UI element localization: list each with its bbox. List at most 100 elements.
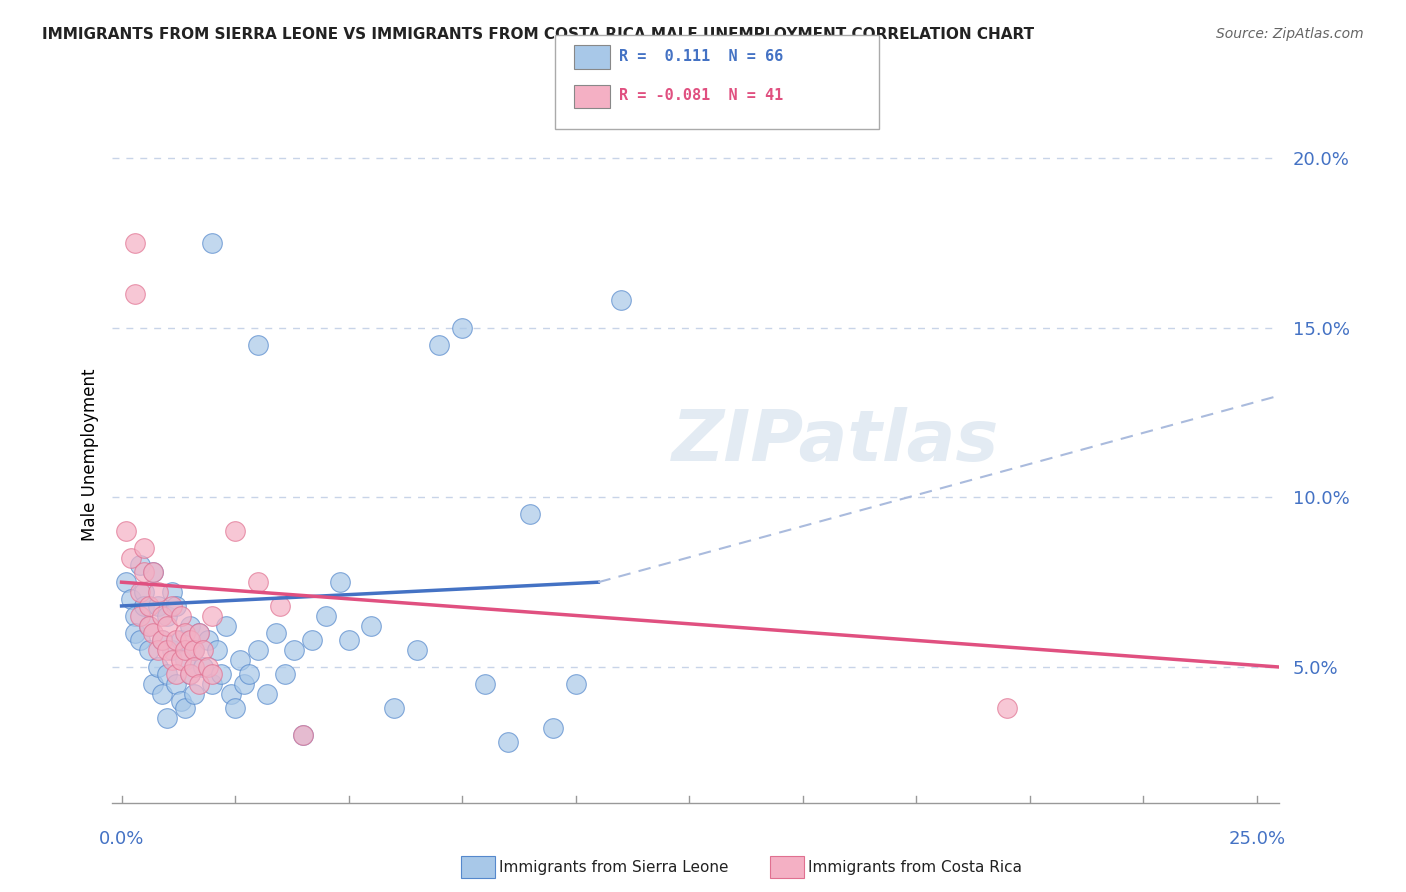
Point	[301, 632, 323, 647]
Point	[197, 632, 219, 647]
Point	[179, 632, 201, 647]
Point	[165, 632, 187, 647]
Point	[124, 609, 146, 624]
Point	[146, 599, 169, 613]
Point	[238, 666, 260, 681]
Point	[219, 687, 242, 701]
Point	[541, 721, 564, 735]
Point	[146, 660, 169, 674]
Point	[264, 626, 287, 640]
Point	[187, 626, 209, 640]
Point	[124, 286, 146, 301]
Point	[169, 609, 191, 624]
Point	[183, 643, 205, 657]
Point	[496, 735, 519, 749]
Point	[165, 599, 187, 613]
Point	[160, 599, 183, 613]
Point	[474, 677, 496, 691]
Point	[134, 585, 156, 599]
Point	[134, 565, 156, 579]
Point	[274, 666, 297, 681]
Point	[124, 626, 146, 640]
Point	[156, 609, 179, 624]
Point	[142, 565, 165, 579]
Point	[179, 619, 201, 633]
Point	[146, 643, 169, 657]
Point	[233, 677, 256, 691]
Point	[142, 626, 165, 640]
Point	[134, 599, 156, 613]
Point	[328, 575, 350, 590]
Point	[179, 666, 201, 681]
Point	[429, 337, 451, 351]
Point	[160, 585, 183, 599]
Point	[120, 592, 142, 607]
Point	[451, 320, 474, 334]
Point	[382, 700, 405, 714]
Point	[610, 293, 633, 308]
Point	[995, 700, 1018, 714]
Text: ZIPatlas: ZIPatlas	[672, 407, 1000, 475]
Text: Immigrants from Sierra Leone: Immigrants from Sierra Leone	[499, 860, 728, 874]
Point	[156, 711, 179, 725]
Point	[138, 619, 160, 633]
Point	[156, 643, 179, 657]
Point	[120, 551, 142, 566]
Point	[165, 666, 187, 681]
Point	[224, 700, 246, 714]
Point	[201, 666, 224, 681]
Point	[152, 609, 174, 624]
Point	[169, 694, 191, 708]
Point	[124, 235, 146, 250]
Text: Immigrants from Costa Rica: Immigrants from Costa Rica	[808, 860, 1022, 874]
Point	[128, 632, 150, 647]
Point	[405, 643, 427, 657]
Point	[160, 643, 183, 657]
Point	[337, 632, 360, 647]
Point	[292, 728, 315, 742]
Point	[134, 541, 156, 556]
Point	[115, 524, 138, 539]
Point	[197, 660, 219, 674]
Point	[183, 660, 205, 674]
Point	[156, 666, 179, 681]
Point	[138, 619, 160, 633]
Point	[183, 643, 205, 657]
Point	[152, 687, 174, 701]
Point	[519, 508, 541, 522]
Point	[142, 565, 165, 579]
Point	[138, 643, 160, 657]
Point	[138, 599, 160, 613]
Point	[179, 666, 201, 681]
Text: R = -0.081  N = 41: R = -0.081 N = 41	[619, 88, 783, 103]
Point	[142, 677, 165, 691]
Text: 25.0%: 25.0%	[1229, 830, 1285, 848]
Point	[228, 653, 250, 667]
Point	[128, 585, 150, 599]
Point	[115, 575, 138, 590]
Point	[205, 643, 228, 657]
Point	[174, 700, 197, 714]
Point	[174, 653, 197, 667]
Point	[564, 677, 586, 691]
Point	[146, 585, 169, 599]
Point	[187, 626, 209, 640]
Point	[165, 677, 187, 691]
Point	[201, 609, 224, 624]
Point	[283, 643, 305, 657]
Point	[128, 558, 150, 573]
Point	[256, 687, 278, 701]
Point	[211, 666, 233, 681]
Point	[174, 643, 197, 657]
Point	[246, 337, 269, 351]
Point	[128, 609, 150, 624]
Point	[174, 626, 197, 640]
Point	[224, 524, 246, 539]
Text: R =  0.111  N = 66: R = 0.111 N = 66	[619, 49, 783, 63]
Text: IMMIGRANTS FROM SIERRA LEONE VS IMMIGRANTS FROM COSTA RICA MALE UNEMPLOYMENT COR: IMMIGRANTS FROM SIERRA LEONE VS IMMIGRAN…	[42, 27, 1035, 42]
Point	[160, 653, 183, 667]
Point	[152, 632, 174, 647]
Point	[292, 728, 315, 742]
Point	[193, 643, 215, 657]
Point	[215, 619, 238, 633]
